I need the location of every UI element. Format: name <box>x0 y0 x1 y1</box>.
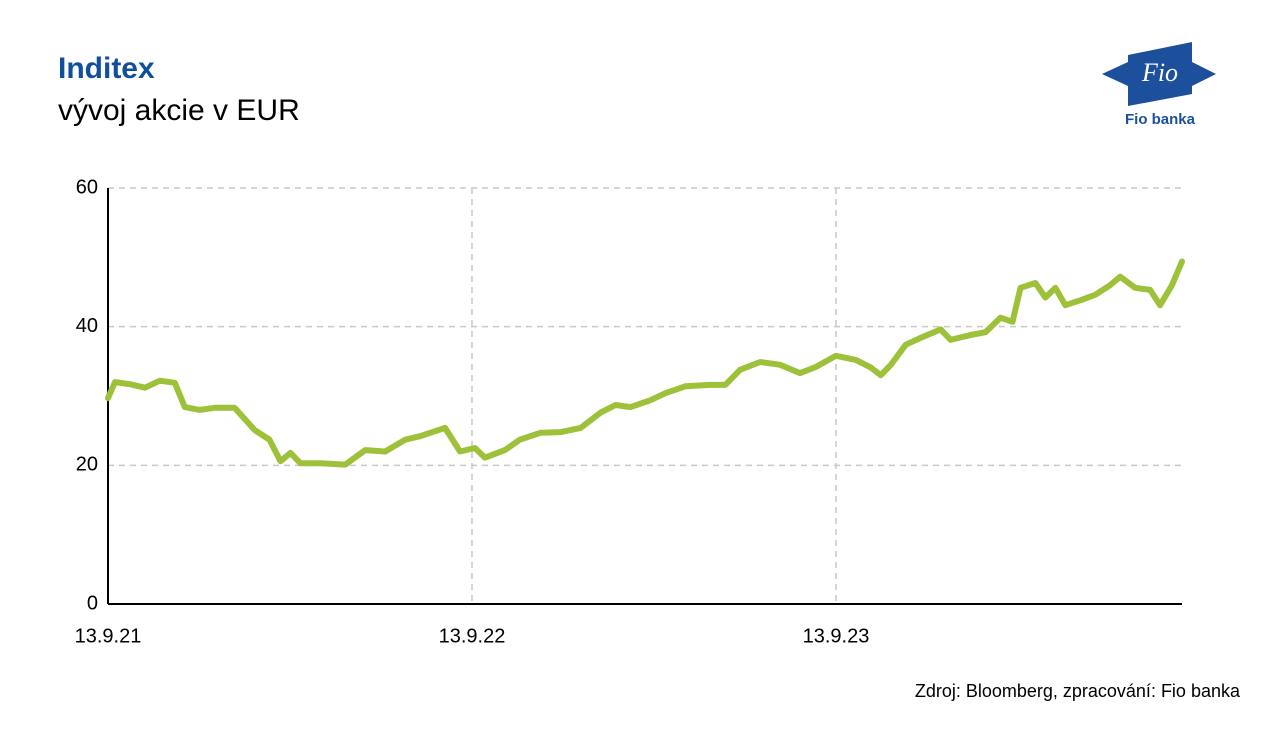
x-tick-label: 13.9.23 <box>803 625 870 647</box>
source-note: Zdroj: Bloomberg, zpracování: Fio banka <box>915 681 1241 701</box>
y-tick-label: 60 <box>76 176 98 198</box>
chart-title: Inditex <box>58 52 155 85</box>
y-tick-label: 0 <box>87 592 98 614</box>
logo-caption: Fio banka <box>1125 111 1196 128</box>
y-tick-label: 20 <box>76 454 98 476</box>
logo-text: Fio <box>1141 58 1178 87</box>
x-tick-label: 13.9.22 <box>439 625 506 647</box>
price-line <box>105 258 1185 468</box>
x-tick-label: 13.9.21 <box>75 625 142 647</box>
chart-subtitle: vývoj akcie v EUR <box>58 94 300 127</box>
logo: Fio Fio banka <box>1102 42 1216 128</box>
y-tick-label: 40 <box>76 315 98 337</box>
